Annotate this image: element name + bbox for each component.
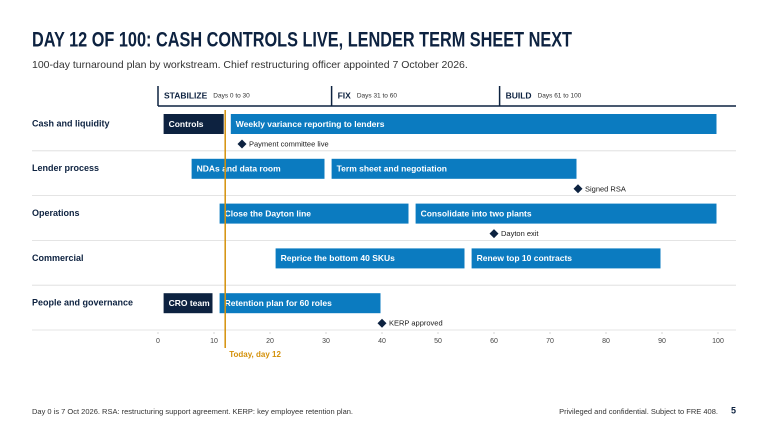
phase-name: BUILD [506,90,532,100]
x-tick-label: 80 [602,338,610,345]
task-bar [163,293,213,314]
chart-subtitle: 100-day turnaround plan by workstream. C… [32,59,468,71]
milestone-label: Dayton exit [501,229,539,238]
milestone-label: Signed RSA [585,184,626,193]
confidentiality: Privileged and confidential. Subject to … [559,407,718,416]
task-label: Renew top 10 contracts [477,253,573,263]
phase-name: STABILIZE [164,90,208,100]
task-bar [219,293,381,314]
row-label: Lender process [32,163,99,173]
task-label: NDAs and data room [197,164,282,174]
today-label: Today, day 12 [229,350,281,359]
phase-label: Days 31 to 60 [357,93,397,100]
task-bar [415,203,717,224]
task-bar [219,203,409,224]
task-label: Retention plan for 60 roles [225,298,332,308]
chart-title: DAY 12 OF 100: CASH CONTROLS LIVE, LENDE… [32,29,572,52]
milestone [489,229,499,239]
row-label: Cash and liquidity [32,118,110,128]
task-bar [471,248,661,269]
milestone [377,318,387,328]
x-tick-label: 50 [434,338,442,345]
row-label: Commercial [32,253,84,263]
x-tick-label: 60 [490,338,498,345]
x-tick-label: 90 [658,338,666,345]
task-bar [331,158,577,179]
x-tick-label: 30 [322,338,330,345]
task-label: Close the Dayton line [225,208,312,218]
x-tick-label: 70 [546,338,554,345]
x-tick-label: 20 [266,338,274,345]
task-bar [230,114,717,134]
row-label: Operations [32,208,80,218]
task-label: Controls [169,119,204,129]
phase-label: Days 61 to 100 [538,93,582,100]
task-label: Consolidate into two plants [421,208,532,218]
task-label: Weekly variance reporting to lenders [236,119,385,129]
x-tick-label: 100 [712,338,724,345]
row-label: People and governance [32,298,133,308]
phase-name: FIX [338,90,352,100]
x-tick-label: 10 [210,338,218,345]
milestone [237,139,247,149]
milestone-label: KERP approved [389,319,443,328]
x-tick-label: 40 [378,338,386,345]
milestone-label: Payment committee live [249,139,329,148]
phase-label: Days 0 to 30 [213,93,250,100]
task-label: Term sheet and negotiation [337,164,447,174]
task-bar [163,114,224,134]
task-label: Reprice the bottom 40 SKUs [281,253,396,263]
page-number: 5 [731,405,736,415]
task-bar [275,248,465,269]
task-label: CRO team [169,298,211,308]
milestone [573,184,583,194]
footnote: Day 0 is 7 Oct 2026. RSA: restructuring … [32,407,353,416]
x-tick-label: 0 [156,338,160,345]
